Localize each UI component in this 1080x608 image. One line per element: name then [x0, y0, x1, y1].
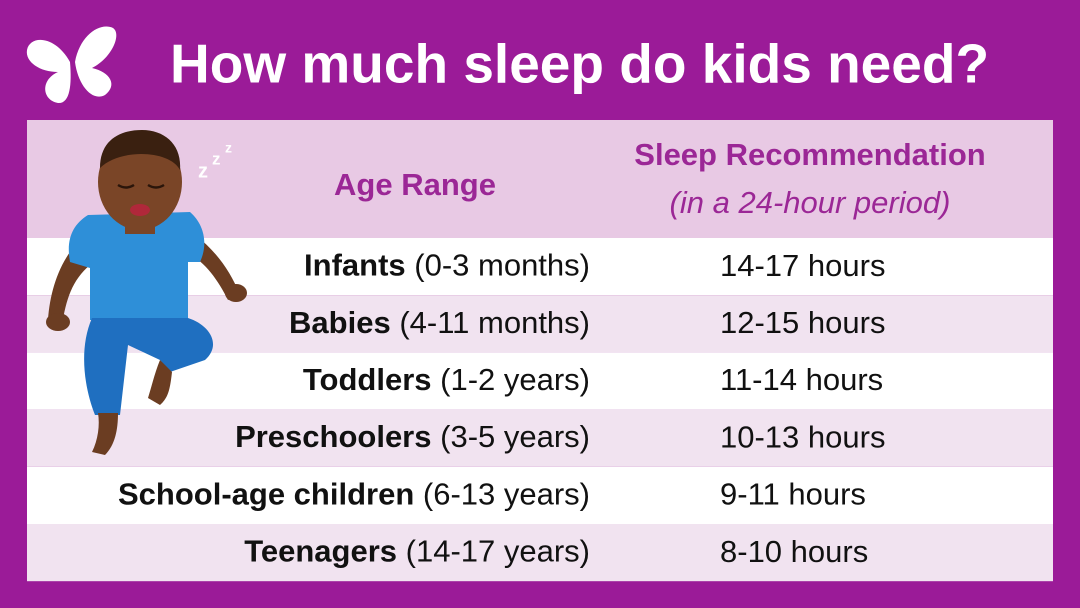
- group-name: Infants: [304, 248, 406, 283]
- title: How much sleep do kids need?: [170, 33, 989, 95]
- age-cell: Infants (0-3 months): [304, 248, 590, 283]
- table-row-bg: [27, 524, 1053, 582]
- age-cell: Babies (4-11 months): [289, 305, 590, 340]
- snore: z: [212, 149, 221, 168]
- age-range: (14-17 years): [406, 534, 590, 569]
- group-name: Preschoolers: [235, 419, 431, 454]
- hours-cell: 10-13 hours: [720, 419, 885, 454]
- table-body: Infants (0-3 months) 14-17 hours Babies (4…: [27, 238, 1053, 582]
- age-cell: Preschoolers (3-5 years): [235, 419, 590, 454]
- snore: z: [225, 140, 232, 156]
- hours-cell: 11-14 hours: [720, 362, 883, 397]
- group-name: Babies: [289, 305, 391, 340]
- age-cell: School-age children (6-13 years): [118, 477, 590, 512]
- group-name: Teenagers: [244, 534, 397, 569]
- table-row-bg: [27, 409, 1053, 467]
- age-range: (0-3 months): [414, 248, 590, 283]
- column-header: Sleep Recommendation: [634, 137, 985, 172]
- hours-cell: 9-11 hours: [720, 477, 866, 512]
- age-range: (3-5 years): [440, 419, 590, 454]
- baby-illustration: [46, 130, 247, 455]
- age-cell: Teenagers (14-17 years): [244, 534, 590, 569]
- group-name: Toddlers: [303, 362, 432, 397]
- hours-cell: 14-17 hours: [720, 248, 885, 283]
- column-header: Age Range: [334, 167, 496, 202]
- table-header-bg: [27, 120, 1053, 238]
- age-range: (4-11 months): [399, 305, 590, 340]
- age-cell: Toddlers (1-2 years): [303, 362, 590, 397]
- age-range: (1-2 years): [440, 362, 590, 397]
- hours-cell: 12-15 hours: [720, 305, 885, 340]
- table-row-bg: [27, 466, 1053, 524]
- age-range: (6-13 years): [423, 477, 590, 512]
- group-name: School-age children: [118, 477, 414, 512]
- butterfly-icon: [26, 26, 117, 104]
- column-note: (in a 24-hour period): [670, 185, 951, 220]
- hours-cell: 8-10 hours: [720, 534, 868, 569]
- snore: z: [198, 160, 208, 182]
